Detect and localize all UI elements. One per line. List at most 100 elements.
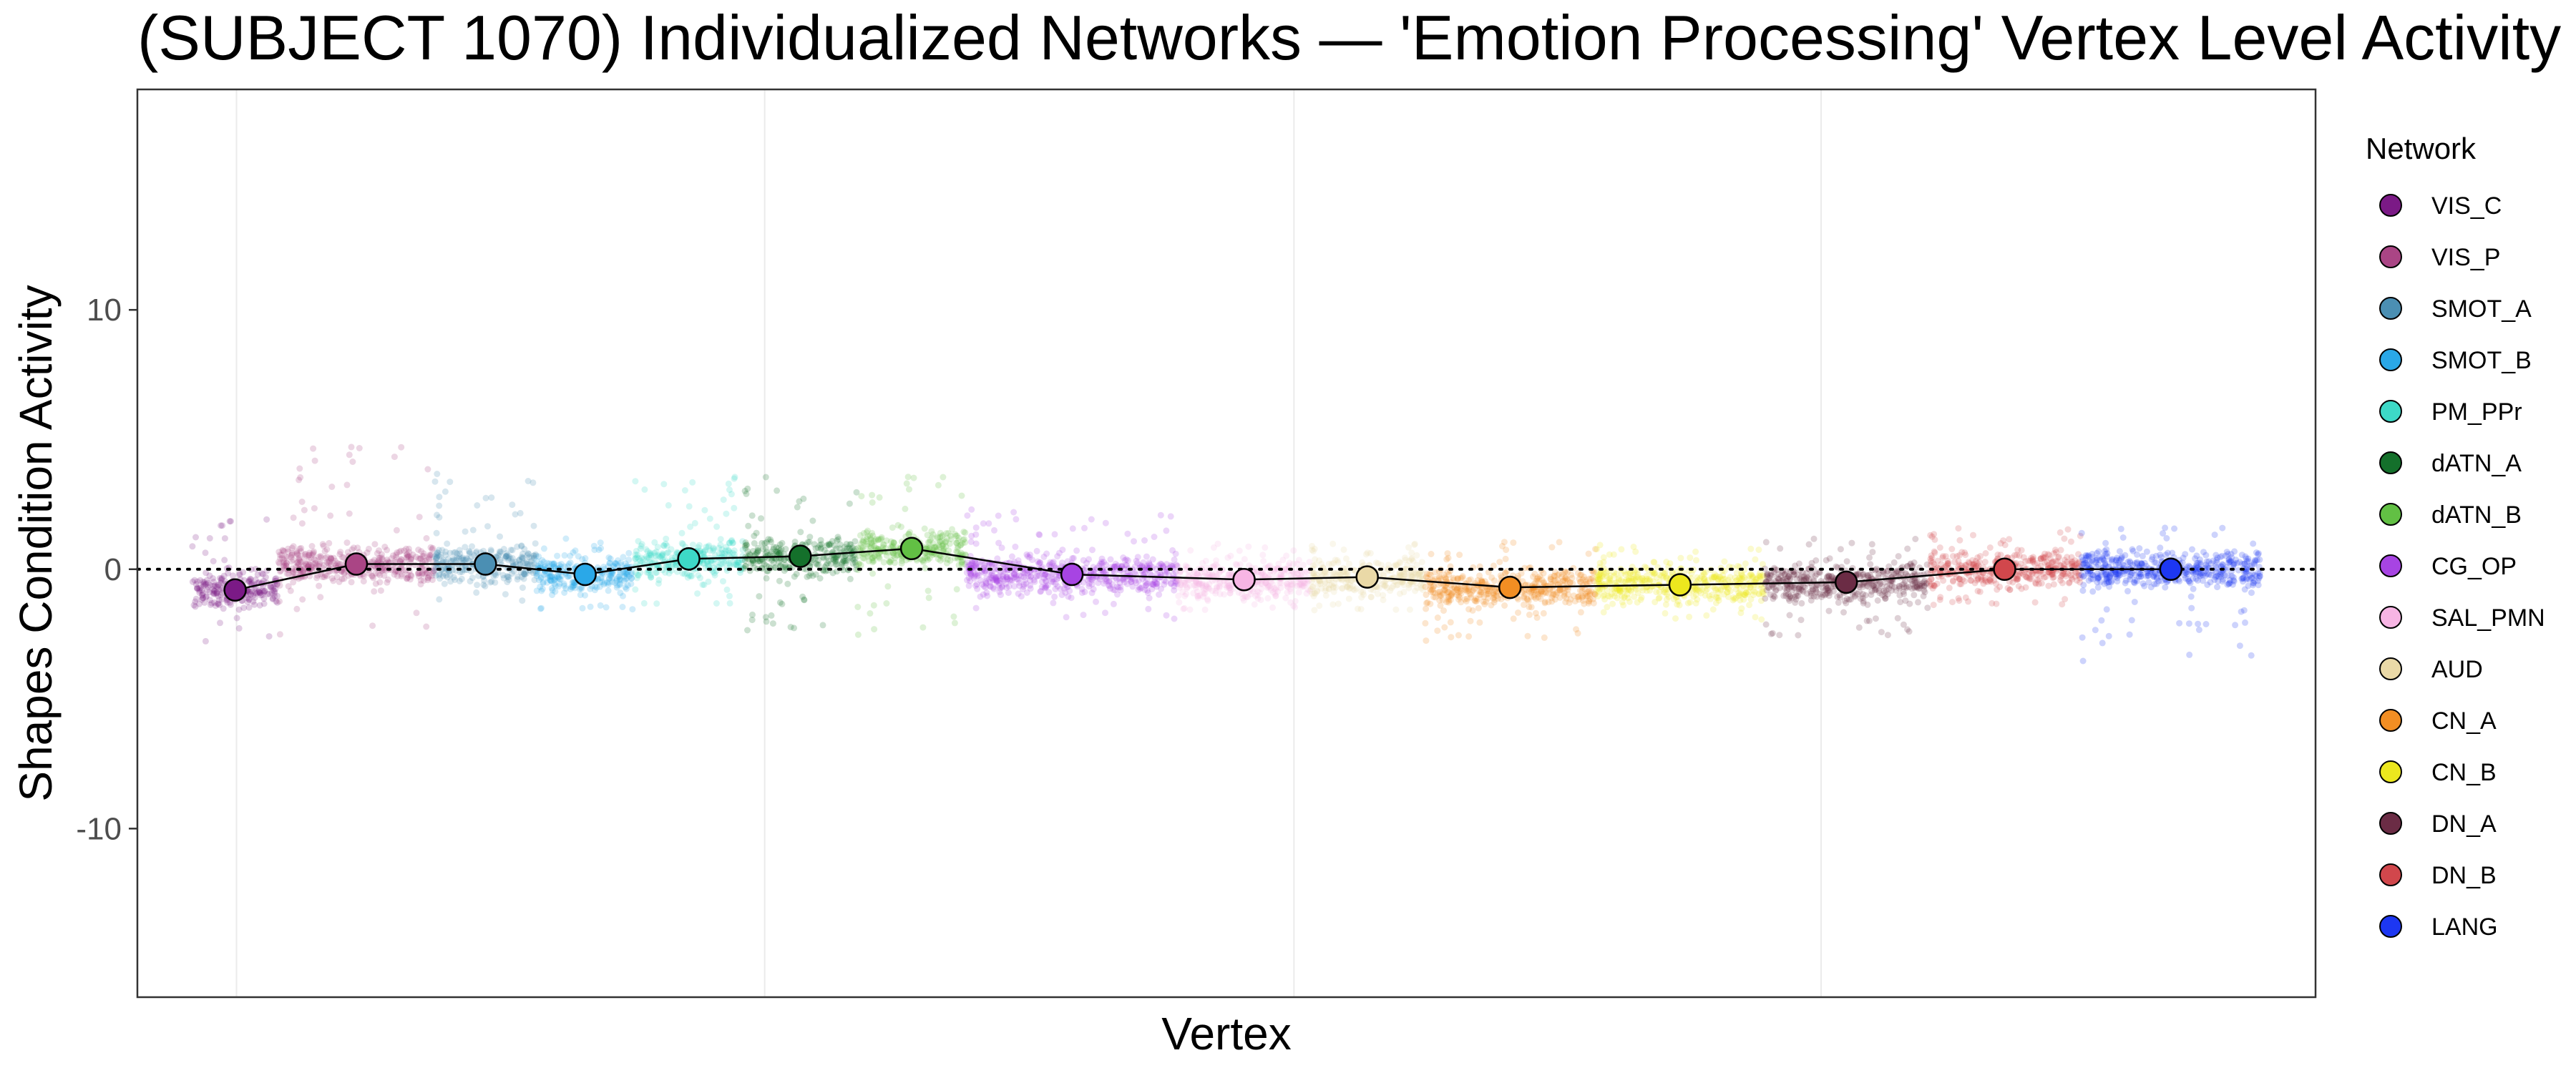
vertex-point xyxy=(505,574,512,580)
vertex-point xyxy=(629,606,636,613)
vertex-point xyxy=(201,599,208,606)
vertex-point xyxy=(593,584,600,591)
vertex-point xyxy=(210,558,217,564)
vertex-point xyxy=(283,554,290,560)
vertex-point xyxy=(432,555,439,562)
vertex-point xyxy=(497,548,504,555)
vertex-point xyxy=(1301,579,1307,587)
vertex-point xyxy=(408,556,415,563)
vertex-point xyxy=(221,535,228,542)
vertex-point xyxy=(997,592,1004,599)
vertex-point xyxy=(196,585,203,592)
vertex-point xyxy=(270,587,277,594)
vertex-point xyxy=(191,577,198,584)
vertex-point xyxy=(697,574,703,582)
vertex-point xyxy=(426,572,433,579)
vertex-point xyxy=(1457,575,1464,582)
vertex-point xyxy=(1795,632,1802,639)
vertex-point xyxy=(515,557,522,564)
vertex-point xyxy=(1797,617,1805,624)
vertex-point xyxy=(439,557,446,564)
vertex-point xyxy=(977,593,984,600)
vertex-point xyxy=(465,548,472,554)
vertex-point xyxy=(1335,600,1342,607)
vertex-point xyxy=(462,544,469,551)
vertex-point xyxy=(1817,590,1824,597)
vertex-point xyxy=(460,557,467,564)
vertex-point xyxy=(1330,583,1337,590)
vertex-point xyxy=(288,544,296,552)
vertex-point xyxy=(1176,584,1184,591)
vertex-point xyxy=(528,554,535,562)
vertex-point xyxy=(1171,587,1178,594)
vertex-point xyxy=(1911,592,1918,599)
vertex-point xyxy=(1561,577,1568,584)
vertex-point xyxy=(354,544,361,552)
vertex-point xyxy=(371,557,378,564)
vertex-point xyxy=(337,549,344,556)
vertex-point xyxy=(283,559,290,567)
vertex-point xyxy=(1163,612,1170,619)
vertex-point xyxy=(275,559,282,566)
vertex-point xyxy=(245,597,253,603)
vertex-point xyxy=(1878,629,1885,636)
vertex-point xyxy=(384,576,391,583)
vertex-point xyxy=(1692,548,1699,555)
vertex-point xyxy=(251,589,258,596)
vertex-point xyxy=(859,544,867,551)
vertex-point xyxy=(308,543,316,549)
vertex-point xyxy=(1448,634,1455,641)
vertex-point xyxy=(360,572,367,579)
vertex-point xyxy=(1183,591,1190,597)
vertex-point xyxy=(1290,602,1297,609)
vertex-point xyxy=(1727,574,1734,581)
vertex-point xyxy=(1283,552,1290,559)
vertex-point xyxy=(381,544,389,550)
vertex-point xyxy=(196,600,203,607)
vertex-point xyxy=(233,614,240,622)
vertex-point xyxy=(467,549,474,556)
vertex-point xyxy=(1488,602,1495,609)
vertex-point xyxy=(474,502,481,509)
vertex-point xyxy=(1311,607,1318,614)
vertex-point xyxy=(418,548,425,555)
vertex-point xyxy=(291,569,297,576)
vertex-point xyxy=(287,587,294,594)
vertex-point xyxy=(431,567,439,573)
vertex-point xyxy=(316,582,323,589)
vertex-point xyxy=(210,578,218,585)
vertex-point xyxy=(213,583,220,590)
vertex-point xyxy=(369,572,376,579)
vertex-point xyxy=(509,547,516,554)
vertex-point xyxy=(348,444,355,451)
vertex-point xyxy=(417,577,424,584)
vertex-point xyxy=(453,557,460,564)
vertex-point xyxy=(944,535,951,542)
vertex-point xyxy=(464,556,471,562)
vertex-point xyxy=(749,611,756,618)
vertex-point xyxy=(1561,590,1568,597)
vertex-point xyxy=(1330,601,1337,608)
vertex-point xyxy=(521,546,528,552)
vertex-point xyxy=(473,548,480,555)
vertex-point xyxy=(1204,597,1211,604)
vertex-point xyxy=(305,552,312,559)
vertex-point xyxy=(1786,612,1793,619)
vertex-point xyxy=(423,535,430,542)
vertex-point xyxy=(293,551,301,558)
vertex-point xyxy=(518,543,525,550)
vertex-point xyxy=(1709,591,1716,598)
vertex-point xyxy=(260,589,268,596)
vertex-point xyxy=(381,567,388,574)
vertex-point xyxy=(298,548,304,555)
vertex-point xyxy=(408,572,415,579)
vertex-point xyxy=(731,504,738,511)
vertex-point xyxy=(609,574,616,582)
vertex-point xyxy=(219,522,226,529)
vertex-point xyxy=(1317,578,1324,585)
vertex-point xyxy=(213,589,220,596)
vertex-point xyxy=(1422,584,1429,590)
vertex-point xyxy=(214,600,221,607)
vertex-point xyxy=(288,552,295,559)
vertex-point xyxy=(1392,561,1399,568)
